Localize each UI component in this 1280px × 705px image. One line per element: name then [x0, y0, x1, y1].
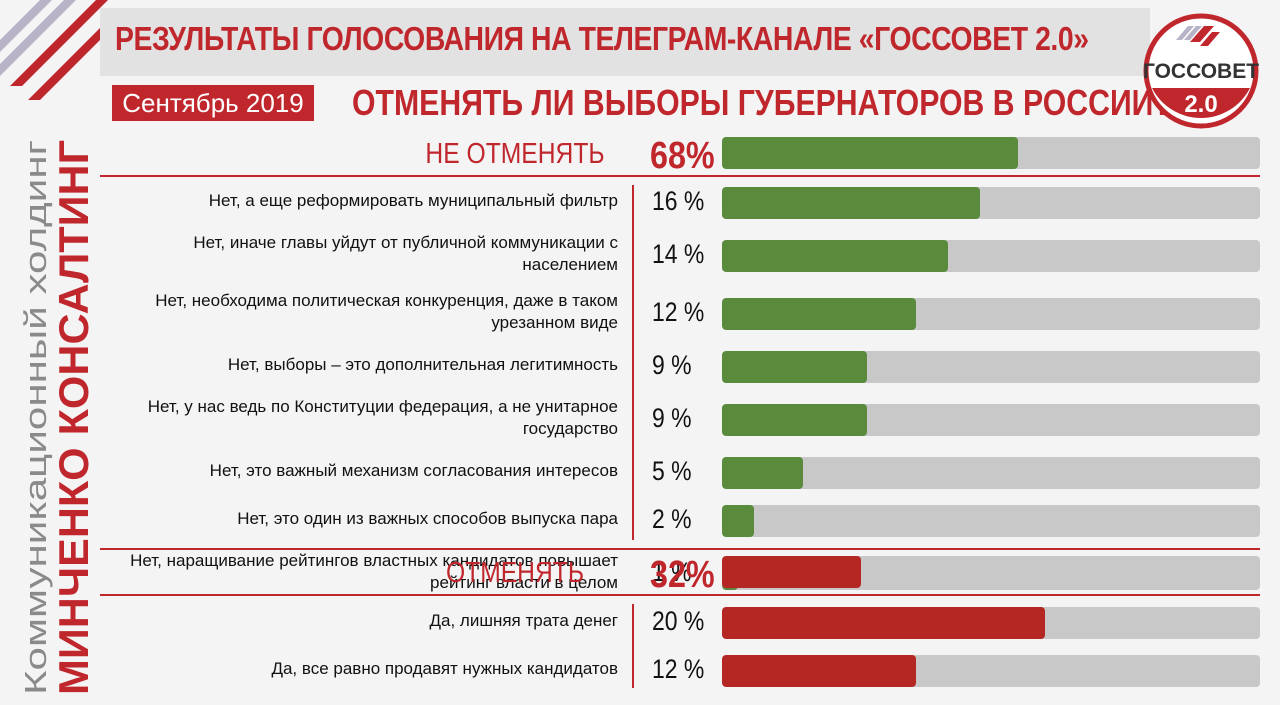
- stripes-decoration: [0, 0, 110, 100]
- cancel-item-label: Да, все равно продавят нужных кандидатов: [271, 659, 618, 678]
- keep-item-bar-fill: [722, 187, 981, 219]
- keep-item-bar-track: [722, 298, 1260, 330]
- cancel-item-label: Да, лишняя трата денег: [429, 611, 618, 630]
- keep-item-pct: 16 %: [652, 186, 705, 216]
- keep-item-bar-track: [722, 351, 1260, 383]
- side-subtitle: Коммуникационный холдинг: [18, 140, 53, 695]
- keep-item-label: Нет, наращивание рейтингов властных канд…: [130, 551, 618, 592]
- logo-line1: ГОССОВЕТ: [1143, 60, 1259, 83]
- keep-item-bar-track: [722, 457, 1260, 489]
- cancel-section-label: ОТМЕНЯТЬ: [445, 557, 585, 589]
- header-title: РЕЗУЛЬТАТЫ ГОЛОСОВАНИЯ НА ТЕЛЕГРАМ-КАНАЛ…: [115, 20, 1089, 57]
- keep-under-rule: [100, 175, 1260, 177]
- cancel-item-bar-fill: [722, 607, 1045, 639]
- keep-item-bar-fill: [722, 351, 868, 383]
- keep-item-label: Нет, необходима политическая конкуренция…: [155, 291, 618, 332]
- cancel-total-bar-track: [722, 556, 1260, 588]
- keep-item-pct: 1 %: [652, 557, 692, 587]
- side-brand: МИНЧЕНКО КОНСАЛТИНГ: [50, 140, 97, 695]
- keep-divider: [632, 185, 634, 540]
- cancel-under-rule: [100, 594, 1260, 596]
- cancel-total-bar-fill: [722, 556, 862, 588]
- keep-item-bar-track: [722, 505, 1260, 537]
- keep-item-label: Нет, иначе главы уйдут от публичной комм…: [193, 233, 618, 274]
- side-caption: Коммуникационный холдинг МИНЧЕНКО КОНСАЛ…: [18, 140, 97, 695]
- keep-item-pct: 9 %: [652, 403, 692, 433]
- keep-item-bar-fill: [722, 457, 803, 489]
- keep-item-label: Нет, это один из важных способов выпуска…: [237, 509, 618, 528]
- keep-item-bar-fill: [722, 404, 868, 436]
- keep-item-bar-fill: [722, 505, 755, 537]
- keep-item-pct: 2 %: [652, 504, 692, 534]
- keep-item-bar-track: [722, 187, 1260, 219]
- gossovet-logo: ГОССОВЕТ 2.0: [1143, 13, 1259, 129]
- header-band: [100, 8, 1150, 76]
- cancel-item-pct: 12 %: [652, 654, 705, 684]
- keep-item-label: Нет, это важный механизм согласования ин…: [209, 461, 618, 480]
- keep-section-pct: 68%: [650, 135, 715, 177]
- cancel-item-bar-track: [722, 655, 1260, 687]
- keep-item-label: Нет, а еще реформировать муниципальный ф…: [208, 191, 618, 210]
- keep-item-bar-track: [722, 404, 1260, 436]
- cancel-divider: [632, 604, 634, 688]
- keep-item-pct: 9 %: [652, 350, 692, 380]
- cancel-top-rule: [100, 548, 1260, 550]
- logo-line2: 2.0: [1184, 91, 1217, 118]
- keep-item-pct: 14 %: [652, 239, 705, 269]
- question-title: ОТМЕНЯТЬ ЛИ ВЫБОРЫ ГУБЕРНАТОРОВ В РОССИИ…: [352, 82, 1172, 123]
- keep-total-bar-fill: [722, 137, 1018, 169]
- keep-item-pct: 12 %: [652, 297, 705, 327]
- keep-total-bar-track: [722, 137, 1260, 169]
- keep-item-bar-fill: [722, 298, 916, 330]
- keep-item-pct: 5 %: [652, 456, 692, 486]
- cancel-section-pct: 32%: [650, 554, 715, 596]
- keep-item-bar-track: [722, 240, 1260, 272]
- cancel-item-pct: 20 %: [652, 606, 705, 636]
- keep-item-label: Нет, выборы – это дополнительная легитим…: [227, 355, 618, 374]
- keep-item-label: Нет, у нас ведь по Конституции федерация…: [147, 397, 618, 438]
- keep-section-label: НЕ ОТМЕНЯТЬ: [425, 138, 605, 170]
- date-badge: Сентябрь 2019: [112, 85, 314, 121]
- cancel-item-bar-fill: [722, 655, 916, 687]
- keep-item-bar-fill: [722, 240, 948, 272]
- cancel-item-bar-track: [722, 607, 1260, 639]
